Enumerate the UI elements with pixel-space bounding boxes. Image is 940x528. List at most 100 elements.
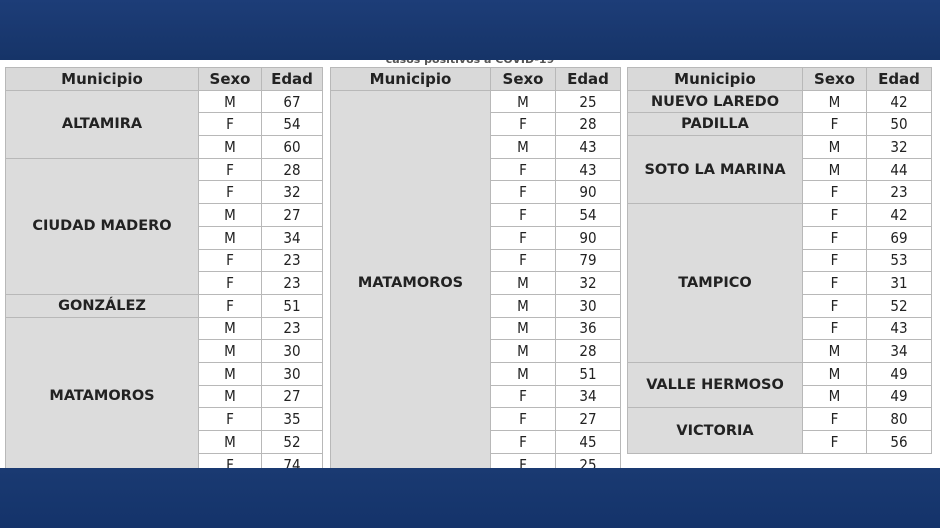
edad-cell: 30 (261, 361, 323, 386)
sexo-cell: M (490, 361, 556, 386)
sexo-cell: M (490, 316, 556, 341)
table-row: M 36 (331, 316, 621, 341)
table-row: VALLE HERMOSO M 49 (627, 361, 932, 409)
table-row: PADILLA F 50 (627, 112, 932, 137)
sexo-cell: F (802, 203, 867, 227)
edad-cell: 34 (261, 225, 323, 250)
sexo-cell: M (490, 271, 556, 295)
sexo-cell: F (198, 271, 262, 295)
table-row: M 52 (6, 430, 323, 454)
table-row: GONZÁLEZ F 51 (5, 293, 323, 318)
edad-cell: 51 (555, 361, 621, 386)
table-row: M 51 (331, 361, 621, 386)
edad-cell: 28 (555, 112, 621, 137)
sexo-cell: M (490, 339, 556, 363)
sexo-cell: F (802, 407, 867, 431)
edad-cell: 52 (261, 430, 323, 454)
sexo-cell: F (802, 112, 867, 137)
column-header-sexo: Sexo (198, 67, 262, 91)
table-row: F 56 (628, 430, 932, 454)
column-header-sexo: Sexo (490, 67, 556, 91)
sexo-cell: F (802, 293, 867, 318)
header-row: Municipio Sexo Edad (330, 67, 621, 91)
table-row: CIUDAD MADERO F 28 (5, 157, 323, 295)
municipio-cell: GONZÁLEZ (5, 293, 199, 318)
edad-cell: 31 (866, 271, 932, 295)
edad-cell: 36 (555, 316, 621, 341)
sexo-cell: M (802, 339, 867, 363)
municipio-cell: VALLE HERMOSO (627, 361, 803, 409)
municipio-cell: PADILLA (627, 112, 803, 137)
sexo-cell: F (490, 384, 556, 409)
sexo-cell: M (802, 361, 867, 386)
cases-table-3: Municipio Sexo Edad NUEVO LAREDO M 42 PADILLA F… (627, 67, 932, 454)
sexo-cell: M (198, 430, 262, 454)
municipio-cell: VICTORIA (627, 407, 803, 454)
edad-cell: 69 (866, 225, 932, 250)
edad-cell: 79 (555, 248, 621, 273)
municipio-cell: MATAMOROS (5, 316, 199, 473)
edad-cell: 50 (866, 112, 932, 137)
edad-cell: 32 (261, 180, 323, 205)
edad-cell: 43 (555, 135, 621, 159)
edad-cell: 44 (866, 157, 932, 182)
edad-cell: 54 (261, 112, 323, 137)
table-row: SOTO LA MARINA M 32 (627, 135, 932, 205)
sexo-cell: F (490, 157, 556, 182)
table-row: F 43 (628, 316, 932, 341)
edad-cell: 56 (866, 430, 932, 454)
edad-cell: 25 (555, 89, 621, 114)
sexo-cell: F (198, 180, 262, 205)
sexo-cell: F (198, 157, 262, 182)
table-row: F 54 (6, 112, 323, 137)
table-row: M 28 (331, 339, 621, 363)
edad-cell: 23 (866, 180, 932, 205)
sexo-cell: F (802, 248, 867, 273)
municipio-cell: NUEVO LAREDO (627, 89, 803, 114)
sexo-cell: F (198, 248, 262, 273)
table-row: F 53 (628, 248, 932, 273)
table-row: TAMPICO F 42 (627, 203, 932, 363)
sexo-cell: F (490, 112, 556, 137)
table-row: F 79 (331, 248, 621, 273)
column-header-sexo: Sexo (802, 67, 867, 91)
edad-cell: 53 (866, 248, 932, 273)
sexo-cell: F (802, 271, 867, 295)
edad-cell: 54 (555, 203, 621, 227)
table-row: VICTORIA F 80 (627, 407, 932, 454)
edad-cell: 43 (866, 316, 932, 341)
table-row: F 27 (331, 407, 621, 431)
edad-cell: 42 (866, 203, 932, 227)
sexo-cell: M (198, 339, 262, 363)
sexo-cell: M (802, 157, 867, 182)
sexo-cell: M (198, 316, 262, 341)
table-row: F 54 (331, 203, 621, 227)
sexo-cell: F (198, 293, 262, 318)
column-header-municipio: Municipio (627, 67, 803, 91)
sexo-cell: F (198, 407, 262, 431)
sexo-cell: M (802, 135, 867, 159)
edad-cell: 90 (555, 225, 621, 250)
edad-cell: 27 (261, 203, 323, 227)
edad-cell: 42 (866, 89, 932, 114)
table-caption: casos positivos a COVID-19 (385, 55, 555, 66)
sexo-cell: F (490, 225, 556, 250)
edad-cell: 80 (866, 407, 932, 431)
edad-cell: 23 (261, 316, 323, 341)
cases-table-1: Municipio Sexo Edad ALTAMIRA M 67 F 54 M 60 CIUDAD… (5, 67, 323, 473)
edad-cell: 90 (555, 180, 621, 205)
header-row: Municipio Sexo Edad (5, 67, 323, 91)
table-row: F 52 (628, 293, 932, 318)
cases-table-2: Municipio Sexo Edad MATAMOROS M 25 F 28 M 43 F 43 F 9… (330, 67, 621, 473)
edad-cell: 32 (555, 271, 621, 295)
sexo-cell: M (198, 135, 262, 159)
table-row: M 30 (6, 339, 323, 363)
edad-cell: 34 (866, 339, 932, 363)
sexo-cell: F (490, 248, 556, 273)
edad-cell: 49 (866, 384, 932, 409)
table-row: NUEVO LAREDO M 42 (627, 89, 932, 114)
column-header-edad: Edad (866, 67, 932, 91)
table-row: M 43 (331, 135, 621, 159)
edad-cell: 23 (261, 271, 323, 295)
municipio-cell: TAMPICO (627, 203, 803, 363)
